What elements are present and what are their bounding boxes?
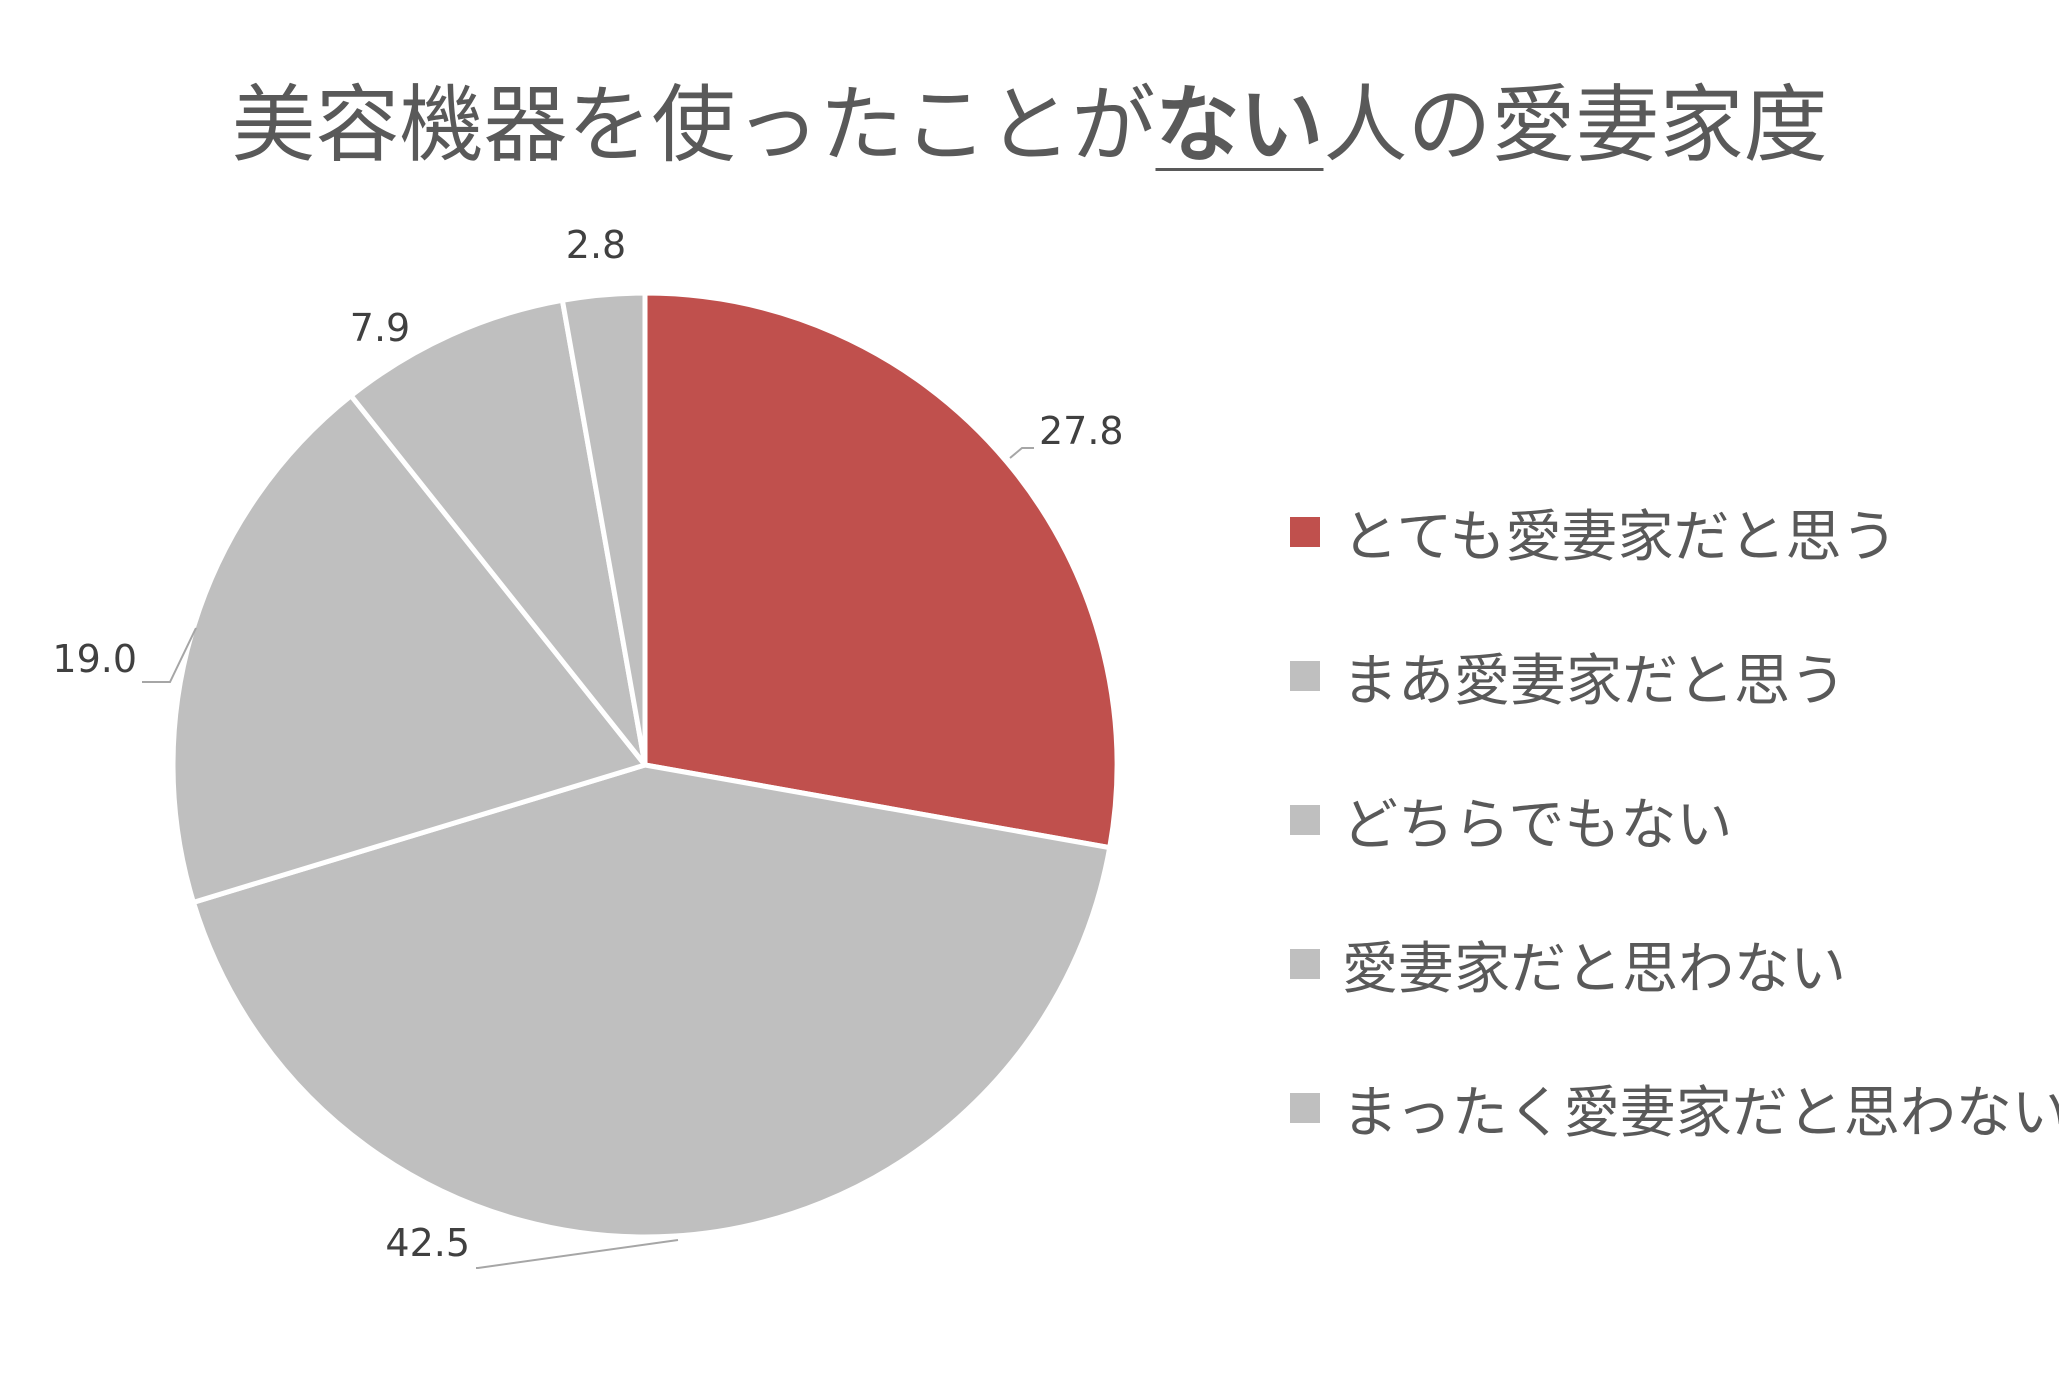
legend-swatch	[1290, 949, 1320, 979]
legend-label: とても愛妻家だと思う	[1342, 504, 1898, 570]
legend-item: まあ愛妻家だと思う	[1290, 604, 2059, 748]
pie-slices	[170, 290, 1120, 1240]
legend-item: 愛妻家だと思わない	[1290, 892, 2059, 1036]
leader-line	[1009, 447, 1034, 459]
chart-title-after: 人の愛妻家度	[1323, 76, 1828, 174]
chart-title-before: 美容機器を使ったことが	[231, 76, 1156, 174]
legend-item: どちらでもない	[1290, 748, 2059, 892]
pie-slice	[170, 392, 650, 906]
leader-line	[476, 1239, 679, 1269]
leader-lines	[142, 447, 1034, 1269]
legend-item: とても愛妻家だと思う	[1290, 460, 2059, 604]
pie-slice	[559, 290, 648, 766]
chart-title-emphasis: ない	[1155, 76, 1324, 174]
legend-item: まったく愛妻家だと思わない	[1290, 1036, 2059, 1180]
data-label: 42.5	[385, 1221, 470, 1265]
pie-slice	[190, 762, 1113, 1240]
legend-label: 愛妻家だと思わない	[1342, 936, 1846, 1002]
legend-swatch	[1290, 517, 1320, 547]
legend-swatch	[1290, 805, 1320, 835]
pie-slice	[642, 290, 1120, 851]
legend-label: どちらでもない	[1342, 792, 1733, 858]
data-labels: 27.8 42.5 19.0 7.9 2.8	[52, 223, 1123, 1265]
pie-slice	[347, 297, 648, 767]
legend-swatch	[1290, 661, 1320, 691]
legend-label: まったく愛妻家だと思わない	[1342, 1080, 2059, 1146]
legend-label: まあ愛妻家だと思う	[1342, 648, 1846, 714]
chart-title: 美容機器を使ったことがない人の愛妻家度	[0, 58, 2059, 179]
legend: とても愛妻家だと思う まあ愛妻家だと思う どちらでもない愛妻家だと思わないまったく愛…	[1290, 460, 2059, 1180]
leader-line	[142, 627, 197, 683]
data-label: 27.8	[1039, 409, 1124, 453]
legend-swatch	[1290, 1093, 1320, 1123]
data-label: 7.9	[350, 306, 410, 350]
data-label: 19.0	[52, 637, 137, 681]
data-label: 2.8	[566, 223, 626, 267]
